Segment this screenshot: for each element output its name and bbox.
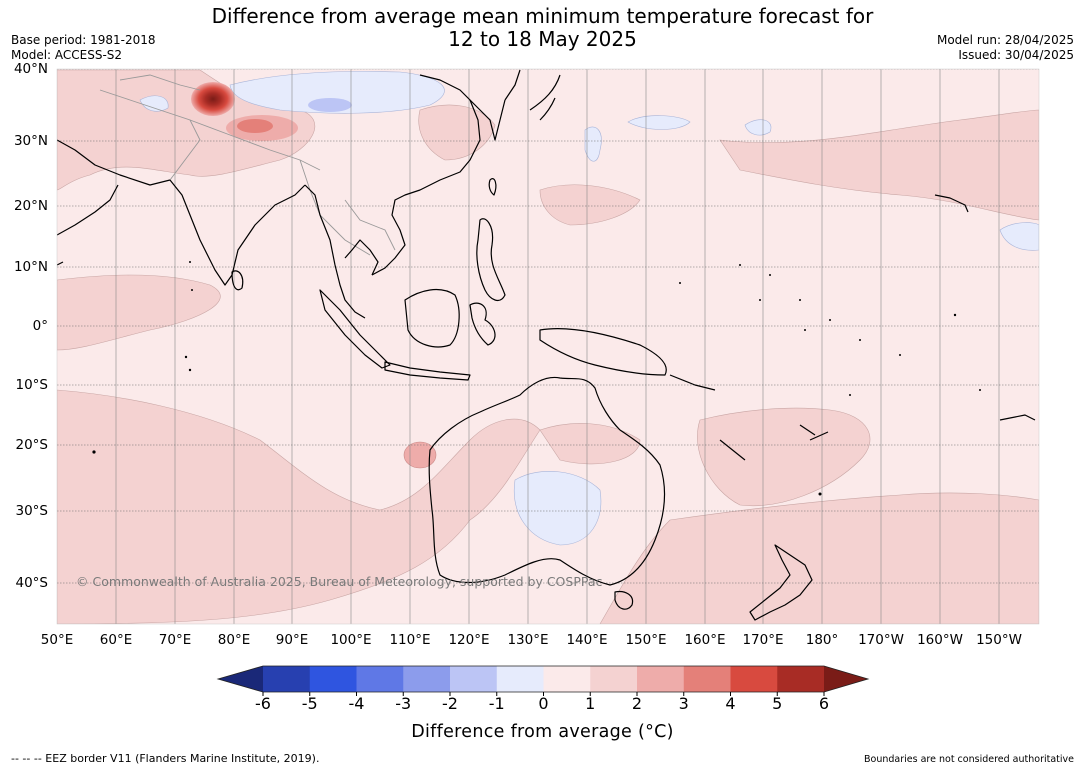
map-frame [56,68,1040,625]
colorbar-swatch [263,666,311,692]
colorbar-swatch [403,666,451,692]
warm-anomaly-regions [57,69,1039,624]
longitude-label: 120°E [448,632,490,648]
model-run: Model run: 28/04/2025 [936,33,1074,47]
colorbar-tick-label: 3 [678,694,689,713]
latitude-label: 20°N [13,198,48,214]
longitude-label: 100°E [330,632,372,648]
longitude-label: 160°W [917,632,963,648]
chart-title-line2: 12 to 18 May 2025 [448,27,637,51]
colorbar-swatch [730,666,778,692]
longitude-label: 70°E [158,632,192,648]
colorbar-extend-low [218,666,263,692]
colorbar-swatch [356,666,404,692]
latitude-label: 10°S [15,377,49,393]
longitude-label: 60°E [99,632,133,648]
longitude-label: 150°E [625,632,667,648]
hotspot-wa [403,441,437,469]
longitude-label: 170°W [858,632,904,648]
colorbar-tick-label: 6 [818,694,830,713]
colorbar-tick-label: -6 [255,694,271,713]
longitude-label: 80°E [217,632,251,648]
colorbar-title: Difference from average (°C) [411,722,674,742]
colorbar-swatch [450,666,498,692]
longitude-label: 170°E [742,632,784,648]
chart-title-line1: Difference from average mean minimum tem… [211,4,874,28]
latitude-label: 30°S [15,503,49,519]
longitude-label: 130°E [507,632,549,648]
boundary-disclaimer: Boundaries are not considered authoritat… [864,754,1074,765]
map-field: © Commonwealth of Australia 2025, Bureau… [57,69,1039,624]
issued-date: Issued: 30/04/2025 [958,48,1074,62]
longitude-label: 150°W [976,632,1022,648]
latitude-label: 40°N [13,61,48,77]
cool-anomaly-regions [139,71,1039,546]
colorbar-tick-label: 0 [538,694,549,713]
colorbar-tick-label: -4 [348,694,365,713]
colorbar-swatch [543,666,591,692]
base-period: Base period: 1981-2018 [11,33,156,47]
colorbar-tick-label: 4 [725,694,736,713]
colorbar-swatch [637,666,685,692]
cool-spot-plateau [308,98,352,112]
colorbar-tick-label: -1 [488,694,505,713]
colorbar-tick-label: -5 [301,694,318,713]
latitude-label: 20°S [15,437,49,453]
colorbar-swatch [590,666,638,692]
colorbar-swatch [683,666,731,692]
colorbar-tick-label: 2 [631,694,643,713]
longitude-label: 140°E [566,632,608,648]
longitude-label: 90°E [275,632,309,648]
country-borders [99,74,396,256]
latitude-label: 10°N [13,259,48,275]
latitude-label: 30°N [13,133,48,149]
colorbar-extend-high [824,666,868,692]
longitude-label: 160°E [684,632,726,648]
longitude-label: 50°E [40,632,74,648]
copyright-text: © Commonwealth of Australia 2025, Bureau… [76,574,602,589]
small-islands [92,261,981,496]
longitude-label: 110°E [389,632,431,648]
eez-footnote: -- -- -- EEZ border V11 (Flanders Marine… [11,752,320,765]
colorbar-tick-label: 5 [772,694,783,713]
colorbar-swatch [496,666,544,692]
longitude-label: 180° [805,632,839,648]
latitude-label: 40°S [15,575,49,591]
latitude-label: 0° [32,318,48,334]
colorbar-tick-label: -3 [395,694,412,713]
colorbar-tick-label: 1 [585,694,596,713]
colorbar-swatch [309,666,357,692]
colorbar-tick-label: -2 [442,694,458,713]
colorbar-swatch [777,666,825,692]
coastlines [57,69,1036,621]
hotspot-himalaya [191,82,235,116]
colorbar [216,665,870,696]
model-name: Model: ACCESS-S2 [11,48,123,62]
